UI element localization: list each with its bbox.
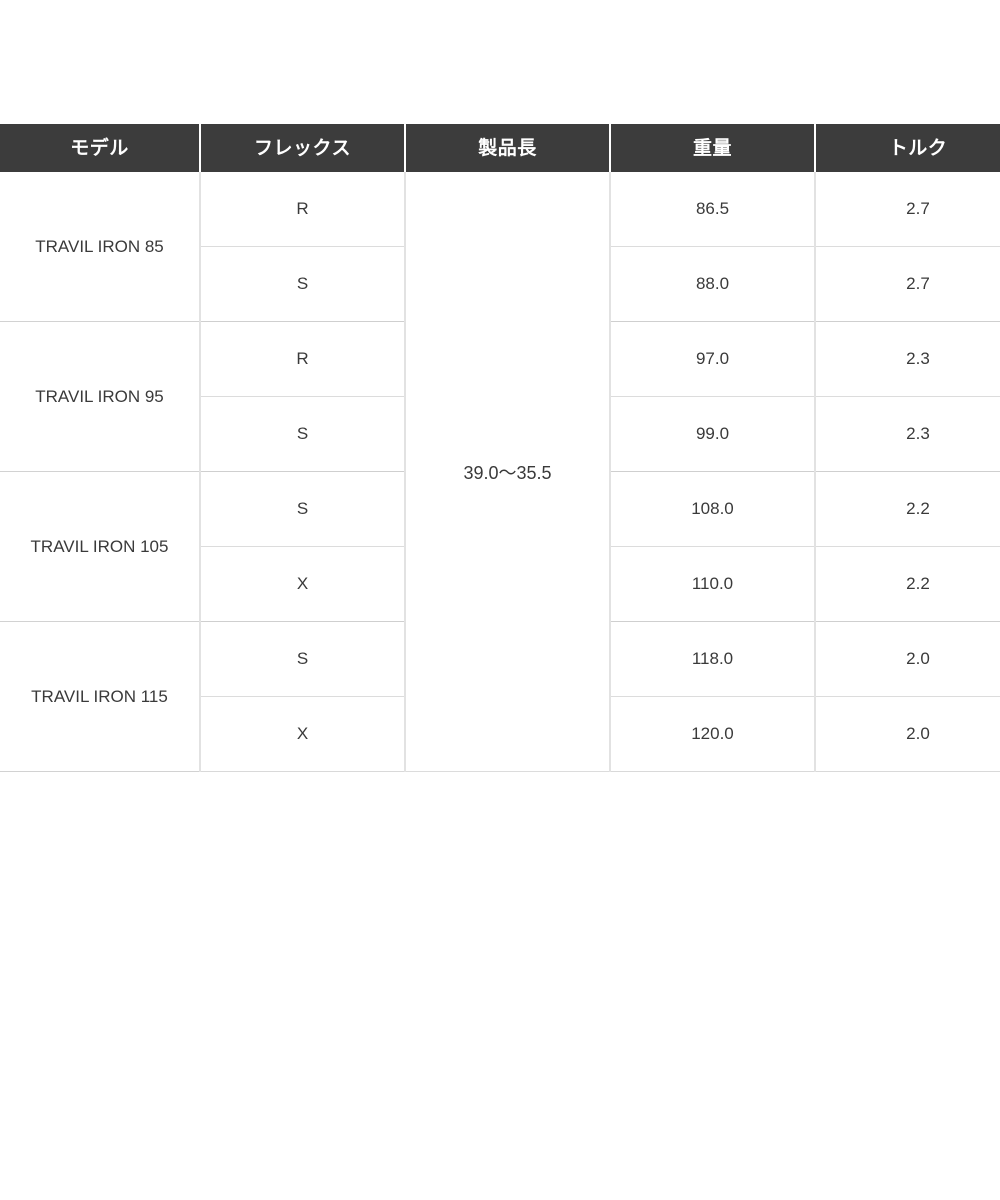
- cell-torque: 2.7: [815, 172, 1000, 247]
- cell-flex: X: [200, 696, 406, 772]
- cell-torque: 2.2: [815, 471, 1000, 547]
- table-row: TRAVIL IRON 115 S 118.0 2.0: [0, 621, 1000, 772]
- cell-torque: 2.0: [815, 696, 1000, 772]
- cell-torque: 2.2: [815, 546, 1000, 622]
- cell-weight: 86.5: [610, 172, 816, 247]
- column-header-torque: トルク: [815, 124, 1000, 172]
- cell-torque: 2.7: [815, 246, 1000, 322]
- cell-flex: S: [200, 246, 406, 322]
- cell-flex: X: [200, 546, 406, 622]
- column-header-flex: フレックス: [200, 124, 406, 172]
- cell-model: TRAVIL IRON 105: [0, 471, 201, 622]
- cell-flex: S: [200, 471, 406, 547]
- cell-product-length: 39.0〜35.5: [405, 172, 611, 772]
- table-row: X 110.0 2.2: [0, 546, 1000, 622]
- table-row: S 99.0 2.3: [0, 396, 1000, 472]
- cell-weight: 120.0: [610, 696, 816, 772]
- cell-weight: 118.0: [610, 621, 816, 697]
- table-row: X 120.0 2.0: [0, 696, 1000, 772]
- cell-weight: 99.0: [610, 396, 816, 472]
- cell-flex: S: [200, 396, 406, 472]
- table-row: TRAVIL IRON 95 R 97.0 2.3: [0, 321, 1000, 472]
- header-row: モデル フレックス 製品長 重量 トルク: [0, 124, 1000, 172]
- table-row: TRAVIL IRON 105 S 108.0 2.2: [0, 471, 1000, 622]
- spec-table-container: モデル フレックス 製品長 重量 トルク TRAVIL IRON 85 R 39.0…: [0, 124, 1000, 772]
- cell-flex: R: [200, 321, 406, 397]
- cell-torque: 2.3: [815, 321, 1000, 397]
- cell-torque: 2.3: [815, 396, 1000, 472]
- cell-model: TRAVIL IRON 85: [0, 172, 201, 322]
- table-row: TRAVIL IRON 85 R 39.0〜35.5 86.5 2.7: [0, 172, 1000, 772]
- table-header: モデル フレックス 製品長 重量 トルク: [0, 124, 1000, 172]
- cell-weight: 97.0: [610, 321, 816, 397]
- column-header-model: モデル: [0, 124, 201, 172]
- cell-weight: 110.0: [610, 546, 816, 622]
- cell-model: TRAVIL IRON 95: [0, 321, 201, 472]
- column-header-weight: 重量: [610, 124, 816, 172]
- shaft-spec-table: モデル フレックス 製品長 重量 トルク TRAVIL IRON 85 R 39.0…: [0, 124, 1000, 772]
- table-body: TRAVIL IRON 85 R 39.0〜35.5 86.5 2.7 S 88.0 2.7 T…: [0, 172, 1000, 772]
- table-row: S 88.0 2.7: [0, 246, 1000, 322]
- cell-torque: 2.0: [815, 621, 1000, 697]
- column-header-length: 製品長: [405, 124, 611, 172]
- cell-weight: 88.0: [610, 246, 816, 322]
- cell-flex: S: [200, 621, 406, 697]
- cell-weight: 108.0: [610, 471, 816, 547]
- cell-flex: R: [200, 172, 406, 247]
- cell-model: TRAVIL IRON 115: [0, 621, 201, 772]
